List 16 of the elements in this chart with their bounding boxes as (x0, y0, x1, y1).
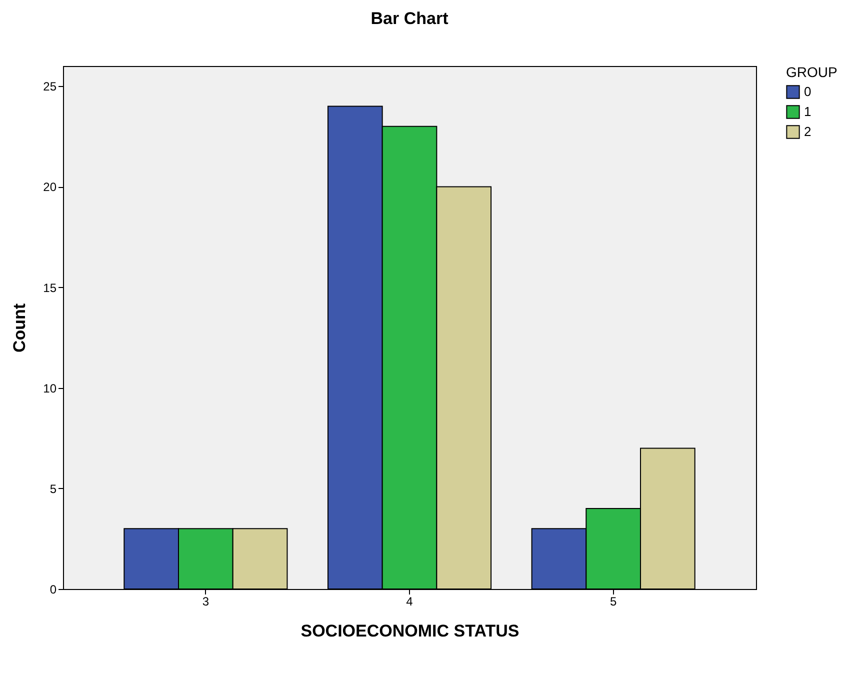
legend-label: 1 (804, 104, 812, 119)
chart-title: Bar Chart (370, 9, 449, 28)
x-tick-label: 3 (202, 594, 210, 608)
x-tick-label: 5 (610, 594, 617, 608)
y-tick-label: 5 (50, 482, 57, 496)
x-tick-label: 4 (406, 594, 414, 608)
legend-label: 2 (804, 124, 812, 139)
y-tick-label: 0 (50, 582, 57, 596)
legend-label: 0 (804, 84, 812, 99)
y-tick-label: 25 (43, 80, 57, 94)
y-tick-label: 15 (43, 280, 57, 295)
legend-title: GROUP (786, 64, 838, 80)
y-tick-label: 10 (43, 381, 57, 396)
x-axis-title: SOCIOECONOMIC STATUS (300, 622, 520, 640)
y-tick-label: 20 (43, 180, 57, 194)
y-axis-title: Count (10, 303, 30, 353)
